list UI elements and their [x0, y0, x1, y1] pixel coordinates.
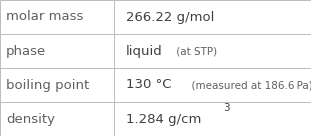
Text: density: density [6, 112, 55, 126]
Text: phase: phase [6, 44, 46, 58]
Text: 130 °C: 130 °C [126, 78, 171, 92]
Text: molar mass: molar mass [6, 10, 84, 24]
Text: boiling point: boiling point [6, 78, 90, 92]
Text: 3: 3 [223, 103, 230, 113]
Text: (at STP): (at STP) [173, 46, 217, 56]
Text: 1.284 g/cm: 1.284 g/cm [126, 112, 201, 126]
Text: liquid: liquid [126, 44, 163, 58]
Text: (measured at 186.6 Pa): (measured at 186.6 Pa) [185, 80, 311, 90]
Text: 266.22 g/mol: 266.22 g/mol [126, 10, 214, 24]
